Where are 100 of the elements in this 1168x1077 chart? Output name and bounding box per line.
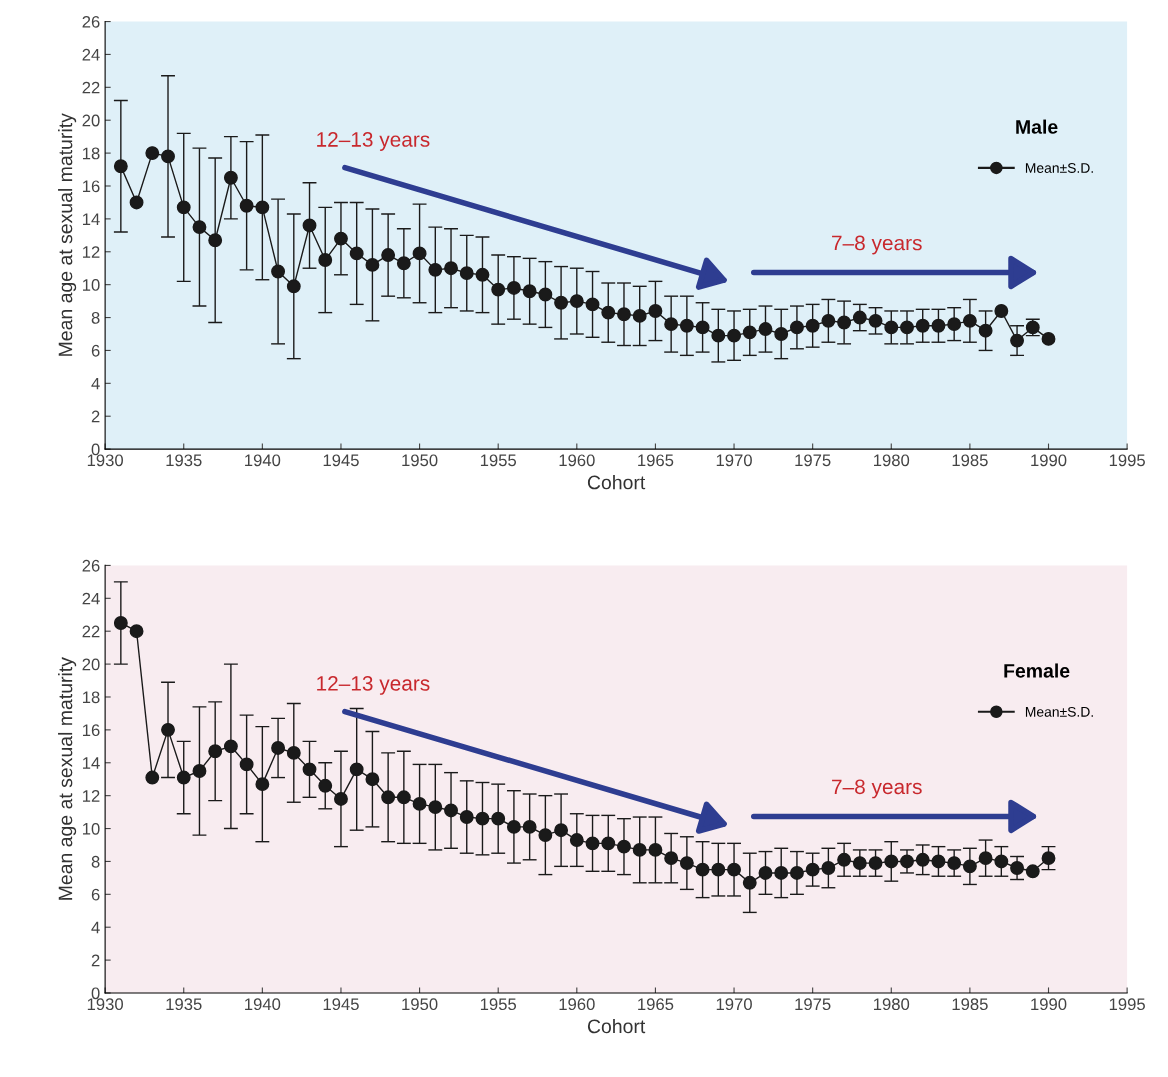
x-tick-label: 1930	[87, 454, 124, 467]
y-tick-label: 8	[91, 311, 100, 324]
x-tick-label: 1990	[1031, 998, 1067, 1011]
x-tick-label: 1975	[795, 454, 831, 467]
x-tick-label: 1945	[323, 454, 359, 467]
point	[852, 310, 867, 325]
point	[145, 770, 160, 785]
y-tick-label: 10	[82, 822, 100, 835]
point	[664, 851, 679, 866]
point	[161, 722, 175, 737]
point	[428, 800, 443, 815]
point	[318, 253, 333, 267]
point	[412, 796, 427, 811]
annotation: 12–13 years	[317, 132, 430, 151]
point	[617, 307, 631, 322]
point	[318, 778, 333, 793]
point	[192, 764, 207, 778]
x-tick-label: 1965	[638, 454, 674, 467]
point	[286, 745, 301, 760]
point	[475, 811, 490, 826]
annotation: 7–8 years	[832, 235, 922, 255]
point	[506, 819, 521, 834]
x-tick-label: 1950	[402, 454, 438, 467]
y-tick-label: 0	[91, 987, 100, 1000]
point	[223, 170, 238, 185]
point	[585, 836, 600, 851]
x-tick-label: 1980	[874, 454, 910, 467]
point	[113, 159, 128, 174]
point	[271, 264, 286, 279]
x-tick-label: 1985	[952, 454, 988, 467]
x-tick-label: 1985	[952, 998, 988, 1011]
x-tick-label: 1990	[1031, 454, 1067, 467]
point	[789, 320, 804, 335]
point	[931, 854, 946, 869]
point	[176, 770, 191, 785]
point	[459, 810, 474, 824]
point	[113, 616, 128, 630]
point	[444, 261, 458, 276]
point	[884, 320, 899, 335]
point	[758, 866, 773, 880]
y-tick-label: 22	[82, 81, 100, 94]
point	[601, 305, 616, 320]
legend-title: Male	[1016, 119, 1058, 134]
point	[648, 304, 663, 318]
x-tick-label: 1980	[874, 998, 910, 1011]
y-tick-label: 12	[82, 790, 100, 802]
point	[962, 859, 977, 874]
point	[978, 323, 993, 338]
point	[554, 823, 569, 838]
point	[491, 811, 506, 826]
point	[365, 772, 380, 787]
x-tick-label: 1960	[559, 998, 595, 1011]
point	[396, 790, 411, 805]
point	[554, 295, 569, 310]
point	[223, 739, 238, 754]
point	[679, 856, 694, 871]
point	[208, 744, 223, 759]
y-tick-label: 22	[82, 625, 100, 638]
y-tick-label: 8	[91, 855, 100, 868]
x-tick-label: 1950	[402, 998, 438, 1011]
x-tick-label: 1935	[166, 454, 202, 467]
point	[758, 322, 773, 337]
point	[208, 233, 223, 248]
y-tick-label: 26	[82, 559, 100, 572]
point	[774, 866, 789, 880]
point	[569, 294, 584, 309]
y-tick-label: 20	[82, 114, 100, 127]
point	[302, 218, 317, 233]
y-tick-label: 12	[82, 246, 100, 258]
point	[978, 851, 993, 866]
legend-title: Female	[1004, 663, 1070, 678]
point	[381, 790, 396, 805]
point	[396, 256, 411, 271]
y-tick-label: 18	[82, 691, 100, 704]
point	[1041, 331, 1056, 346]
y-tick-label: 24	[82, 48, 100, 61]
point	[145, 146, 160, 161]
y-tick-label: 6	[91, 344, 100, 357]
y-tick-label: 16	[82, 180, 100, 193]
point	[837, 852, 852, 867]
point	[868, 856, 883, 871]
point	[711, 862, 726, 877]
point	[176, 200, 191, 215]
x-tick-label: 1995	[1109, 998, 1145, 1011]
point	[852, 856, 867, 871]
point	[648, 842, 663, 857]
point	[664, 317, 679, 332]
point	[742, 325, 757, 340]
point	[1010, 861, 1025, 875]
y-tick-label: 18	[82, 147, 100, 160]
x-tick-label: 1960	[559, 454, 595, 467]
point	[900, 320, 914, 335]
point	[506, 281, 521, 295]
point	[695, 862, 710, 877]
point	[538, 828, 553, 843]
y-axis-title: Mean age at sexual maturity	[58, 113, 77, 356]
point	[271, 741, 286, 755]
y-tick-label: 4	[91, 377, 100, 390]
x-axis-title: Cohort	[587, 475, 646, 490]
point	[962, 313, 977, 328]
